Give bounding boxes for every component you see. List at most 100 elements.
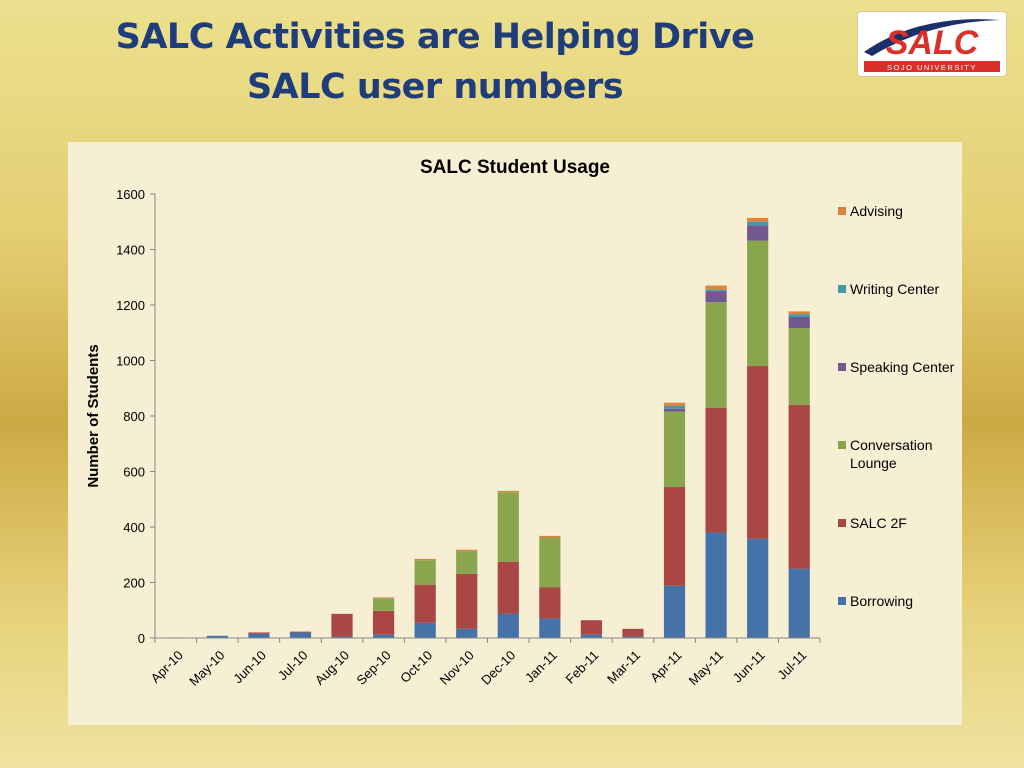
bar-segment	[747, 217, 769, 223]
bar-segment	[539, 537, 561, 588]
slide-title-line-1: SALC Activities are Helping Drive	[115, 17, 755, 57]
x-tick-label: May-11	[686, 648, 727, 689]
bar-segment	[663, 402, 686, 407]
y-tick-label: 800	[123, 409, 145, 424]
slide-title: SALC Activities are Helping Drive SALC u…	[40, 12, 830, 112]
bar-segment	[663, 487, 686, 586]
logo-subtitle: SOJO UNIVERSITY	[887, 63, 977, 72]
bar-segment	[580, 634, 603, 638]
x-tick-label: Aug-10	[312, 648, 352, 688]
bar-segment	[414, 560, 436, 585]
bar-segment	[539, 618, 561, 638]
chart-canvas: SALC Student Usage Number of Students 0 2…	[85, 157, 821, 689]
x-tick-label: Apr-11	[647, 648, 685, 686]
bar-segment	[497, 490, 519, 493]
bar-segment	[497, 561, 519, 614]
bar-segment	[497, 613, 519, 638]
bar-segment	[456, 628, 478, 638]
bar-segment	[622, 628, 644, 637]
bar-segment	[414, 622, 436, 638]
bar-segment	[372, 634, 395, 638]
slide-title-line-2: SALC user numbers	[246, 67, 624, 107]
bar-segment	[705, 532, 727, 638]
bar-segment	[372, 597, 395, 599]
bar-segment	[289, 631, 312, 633]
x-tick-label: Dec-10	[478, 648, 518, 688]
legend-label: Writing Center	[850, 281, 940, 297]
y-axis: 0 200 400 600 800 1000 1200 1400 1600	[116, 187, 156, 646]
x-tick-label: Mar-11	[604, 648, 643, 687]
x-tick-label: Sep-10	[353, 648, 393, 688]
x-tick-label: Jan-11	[522, 648, 560, 686]
y-axis-label: Number of Students	[85, 344, 102, 487]
legend-swatch	[838, 597, 846, 605]
y-tick-label: 1600	[116, 187, 145, 202]
bar-segment	[663, 408, 686, 412]
bar-segment	[705, 291, 727, 303]
bar-segment	[747, 366, 769, 539]
salc-logo: SALC SOJO UNIVERSITY	[858, 12, 1006, 76]
legend-label: Borrowing	[850, 593, 914, 609]
bar-segment	[414, 558, 436, 561]
y-tick-label: 1200	[116, 298, 145, 313]
bar-segment	[705, 407, 727, 533]
bar-segment	[289, 632, 312, 638]
bar-segment	[788, 316, 810, 329]
bar-segment	[456, 551, 478, 574]
legend-label: SALC 2F	[850, 515, 907, 531]
bar-segment	[663, 585, 686, 638]
bar-segment	[580, 620, 603, 635]
y-tick-label: 1000	[116, 354, 145, 369]
legend-swatch	[838, 363, 846, 371]
x-axis: Apr-10 May-10 Jun-10 Jul-10 Aug-10 Sep-10 Oct-…	[148, 637, 821, 689]
x-tick-label: Oct-10	[397, 648, 435, 686]
x-tick-label: Nov-10	[437, 648, 477, 688]
chart-legend: Advising Writing Center Speaking Center Con…	[838, 202, 962, 622]
bar-segment	[539, 535, 561, 538]
x-tick-label: Jun-10	[230, 648, 269, 687]
x-tick-label: May-10	[186, 648, 227, 689]
bar-segment	[788, 568, 810, 638]
bar-segment	[248, 633, 270, 638]
logo-wordmark: SALC	[886, 24, 979, 62]
x-tick-label: Apr-10	[148, 648, 186, 686]
x-tick-label: Jul-11	[774, 648, 809, 683]
salc-logo-graphic: SALC SOJO UNIVERSITY	[864, 19, 1000, 72]
bar-segment	[456, 573, 478, 629]
bar-segment	[663, 406, 686, 409]
y-tick-label: 1400	[116, 243, 145, 258]
bar-segment	[788, 314, 810, 317]
bar-segment	[414, 584, 436, 623]
bar-segment	[747, 225, 769, 241]
bar-segment	[206, 635, 228, 638]
bar-segment	[705, 285, 727, 290]
bar-segment	[663, 411, 686, 488]
bar-segment	[622, 636, 644, 638]
chart-title: SALC Student Usage	[420, 157, 610, 178]
logo-banner	[864, 61, 1000, 72]
bar-segment	[331, 613, 353, 637]
x-tick-label: Jun-11	[730, 648, 768, 686]
bar-segment	[788, 328, 810, 405]
bar-segment	[248, 632, 270, 634]
legend-swatch	[838, 441, 846, 449]
bar-segment	[705, 302, 727, 408]
chart-panel: SALC Student Usage Number of Students 0 2…	[68, 142, 962, 725]
y-tick-label: 0	[138, 631, 145, 646]
y-tick-label: 600	[123, 465, 145, 480]
bar-segment	[747, 240, 769, 367]
bar-segment	[372, 610, 395, 635]
y-tick-label: 400	[123, 520, 145, 535]
legend-label: Advising	[850, 203, 903, 219]
bar-segment	[456, 549, 478, 552]
x-tick-label: Feb-11	[562, 648, 601, 687]
y-tick-label: 200	[123, 576, 145, 591]
legend-swatch	[838, 285, 846, 293]
x-tick-label: Jul-10	[275, 648, 311, 684]
bar-segment	[372, 598, 395, 611]
legend-label: Speaking Center	[850, 359, 955, 375]
bar-segment	[539, 587, 561, 619]
bar-segment	[497, 492, 519, 562]
legend-swatch	[838, 207, 846, 215]
logo-swoosh	[864, 19, 1000, 56]
